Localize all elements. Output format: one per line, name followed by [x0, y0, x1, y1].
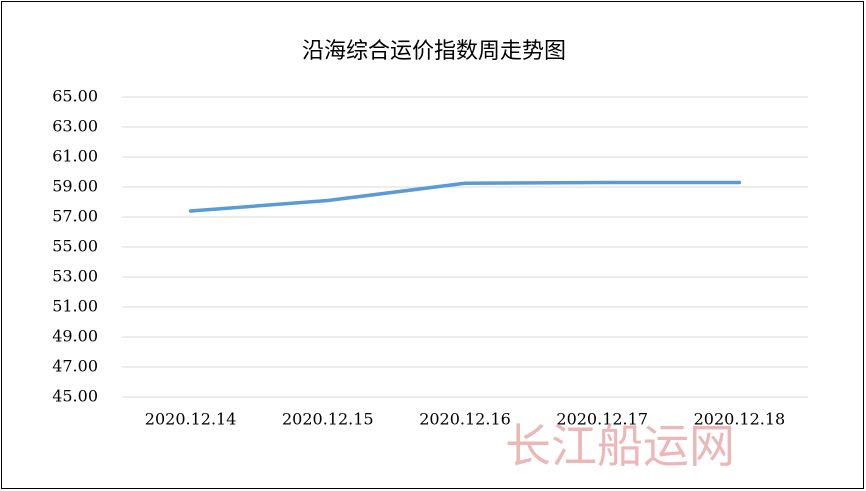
x-tick-label: 2020.12.14 [145, 410, 237, 429]
y-tick-label: 55.00 [52, 237, 98, 256]
y-tick-label: 47.00 [52, 357, 98, 376]
y-tick-label: 63.00 [52, 117, 98, 136]
line-series [188, 180, 742, 213]
y-tick-label: 61.00 [52, 147, 98, 166]
x-tick-label: 2020.12.16 [419, 410, 511, 429]
y-tick-label: 65.00 [52, 87, 98, 106]
y-tick-label: 51.00 [52, 297, 98, 316]
y-tick-label: 45.00 [52, 387, 98, 406]
x-tick-label: 2020.12.15 [282, 410, 374, 429]
x-tick-label: 2020.12.18 [694, 410, 786, 429]
chart-title: 沿海综合运价指数周走势图 [302, 39, 566, 64]
x-tick-label: 2020.12.17 [556, 410, 648, 429]
y-tick-label: 57.00 [52, 207, 98, 226]
y-tick-label: 49.00 [52, 327, 98, 346]
y-tick-label: 59.00 [52, 177, 98, 196]
y-tick-label: 53.00 [52, 267, 98, 286]
watermark: 长江船运网 [505, 419, 735, 473]
